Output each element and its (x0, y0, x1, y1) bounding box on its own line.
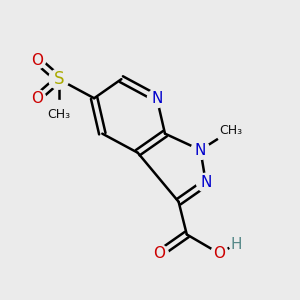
Text: N: N (200, 175, 212, 190)
Circle shape (28, 89, 46, 107)
Text: CH₃: CH₃ (47, 108, 70, 121)
Text: H: H (230, 236, 242, 251)
Circle shape (28, 51, 46, 69)
Circle shape (191, 141, 210, 159)
Circle shape (211, 245, 228, 262)
Text: O: O (31, 91, 43, 106)
Circle shape (196, 173, 215, 192)
Text: N: N (195, 142, 206, 158)
Circle shape (229, 237, 243, 251)
Text: O: O (154, 246, 166, 261)
Circle shape (147, 89, 166, 108)
Text: O: O (214, 246, 226, 261)
Circle shape (45, 100, 73, 129)
Text: CH₃: CH₃ (219, 124, 242, 137)
Text: S: S (53, 70, 64, 88)
Circle shape (49, 69, 69, 89)
Text: O: O (31, 52, 43, 68)
Text: N: N (151, 91, 163, 106)
Circle shape (151, 245, 168, 262)
Circle shape (216, 117, 244, 145)
